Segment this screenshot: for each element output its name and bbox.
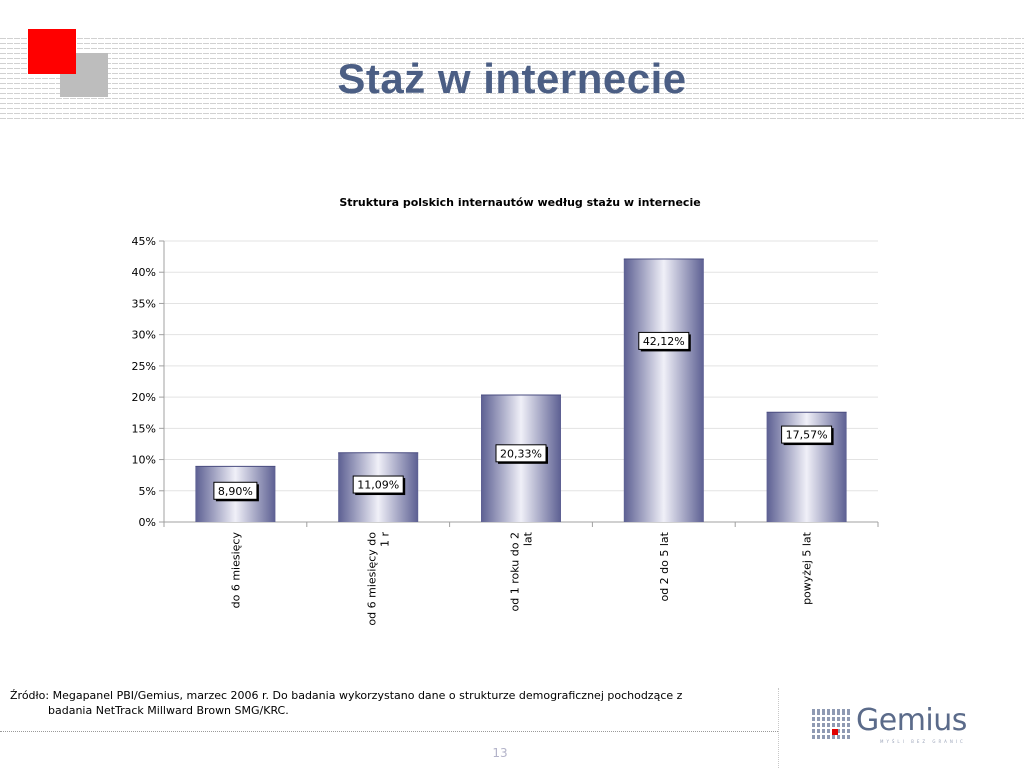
x-category-label: od 1 roku do 2	[509, 532, 522, 611]
x-category-label: powyżej 5 lat	[801, 531, 814, 605]
data-label: 20,33%	[500, 447, 542, 460]
data-label-box	[638, 331, 690, 350]
x-category-label: 1 r	[379, 532, 392, 547]
x-category-label: lat	[522, 531, 535, 546]
y-tick-label: 5%	[139, 485, 156, 498]
brand-name: Gemius	[856, 703, 967, 738]
data-label: 11,09%	[357, 479, 399, 492]
x-category-label: od 6 miesięcy do	[366, 532, 379, 626]
gemius-grid-icon	[806, 709, 858, 739]
y-tick-label: 45%	[132, 235, 156, 248]
header-stripes	[0, 38, 1024, 120]
y-tick-label: 35%	[132, 297, 156, 310]
logo-red-square	[28, 29, 76, 74]
data-label-box	[781, 425, 833, 444]
data-label-box	[495, 444, 547, 463]
data-label: 8,90%	[218, 485, 253, 498]
source-line-1: Źródło: Megapanel PBI/Gemius, marzec 200…	[10, 689, 683, 702]
y-tick-label: 25%	[132, 360, 156, 373]
y-tick-label: 10%	[132, 454, 156, 467]
footer-divider	[0, 731, 778, 732]
y-tick-label: 15%	[132, 422, 156, 435]
page-number: 13	[492, 746, 508, 760]
y-tick-label: 0%	[139, 516, 156, 529]
data-label: 17,57%	[786, 429, 828, 442]
source-line-2: badania NetTrack Millward Brown SMG/KRC.	[48, 704, 289, 717]
y-tick-label: 40%	[132, 266, 156, 279]
chart-title: Struktura polskich internautów według st…	[339, 196, 701, 209]
brand-tagline: MYŚLI BEZ GRANIC	[880, 739, 966, 744]
data-label: 42,12%	[643, 335, 685, 348]
x-category-label: od 2 do 5 lat	[658, 531, 671, 601]
footer-vertical-divider	[778, 688, 779, 768]
brand-logo: Gemius MYŚLI BEZ GRANIC	[806, 703, 986, 745]
bar	[623, 258, 704, 522]
page-title: Staż w internecie	[337, 55, 687, 102]
y-tick-label: 30%	[132, 329, 156, 342]
data-label-box	[352, 475, 404, 494]
y-tick-label: 20%	[132, 391, 156, 404]
x-category-label: do 6 miesięcy	[229, 532, 242, 609]
data-label-box	[213, 481, 258, 500]
source-note: Źródło: Megapanel PBI/Gemius, marzec 200…	[10, 688, 730, 718]
